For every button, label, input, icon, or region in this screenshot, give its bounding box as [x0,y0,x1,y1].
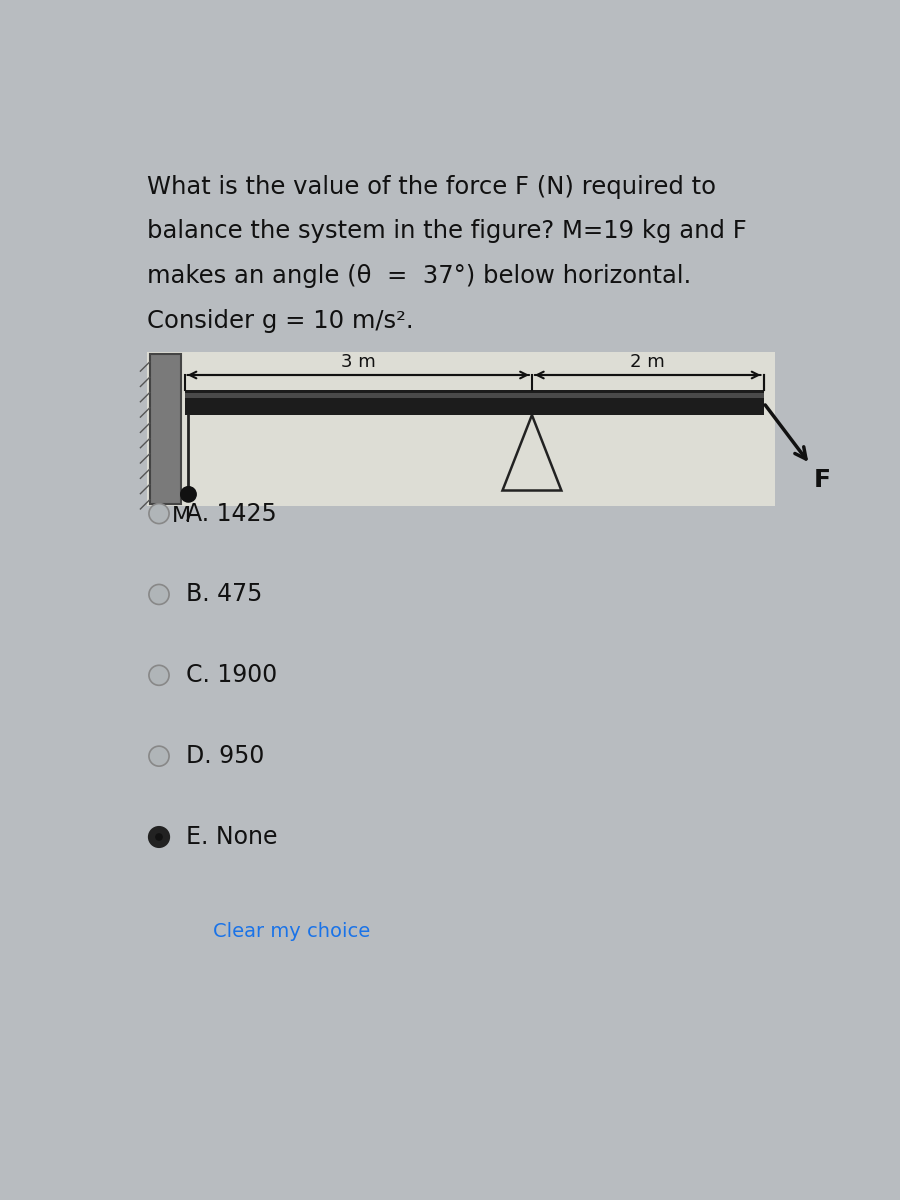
Text: What is the value of the force F (N) required to: What is the value of the force F (N) req… [148,175,716,199]
Circle shape [181,487,196,502]
Text: balance the system in the figure? M=19 kg and F: balance the system in the figure? M=19 k… [148,220,747,244]
Circle shape [148,746,169,766]
Circle shape [155,833,163,841]
Bar [148,352,775,506]
Bar [184,392,763,398]
Bar [149,354,181,504]
Text: E. None: E. None [186,826,277,850]
Text: C. 1900: C. 1900 [186,664,277,688]
Text: 3 m: 3 m [341,353,375,371]
Circle shape [148,584,169,605]
Circle shape [148,827,169,847]
Text: Clear my choice: Clear my choice [213,922,371,941]
Circle shape [148,504,169,523]
Polygon shape [502,415,562,491]
Text: A. 1425: A. 1425 [186,502,277,526]
Text: Consider g = 10 m/s².: Consider g = 10 m/s². [148,308,414,332]
Text: D. 950: D. 950 [186,744,265,768]
Bar [184,390,763,415]
Circle shape [148,665,169,685]
Text: B. 475: B. 475 [186,582,263,606]
Text: M: M [171,506,191,526]
Text: makes an angle (θ  =  37°) below horizontal.: makes an angle (θ = 37°) below horizonta… [148,264,691,288]
Text: 2 m: 2 m [630,353,665,371]
Text: F: F [814,468,831,492]
